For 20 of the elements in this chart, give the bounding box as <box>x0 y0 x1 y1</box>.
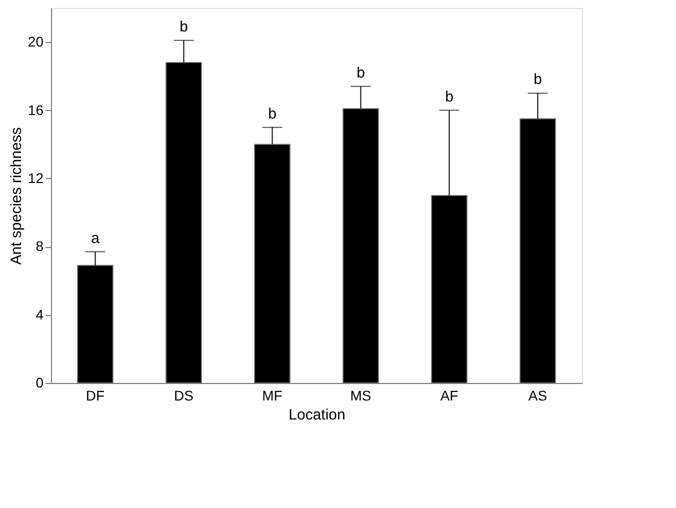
x-tick-label: AS <box>528 388 548 404</box>
annotation: b <box>180 18 188 36</box>
y-tick-label: 0 <box>36 374 44 390</box>
x-tick-label: DS <box>174 388 194 404</box>
x-tick-label: MS <box>350 388 372 404</box>
x-tick-label: MF <box>262 388 282 404</box>
annotation: b <box>268 105 276 122</box>
y-tick-label: 12 <box>28 170 44 186</box>
y-axis-title: Ant species richness <box>8 127 25 265</box>
annotation: b <box>534 71 542 88</box>
annotation: a <box>91 230 100 247</box>
x-tick-label: DF <box>86 388 105 404</box>
annotation: b <box>356 64 365 82</box>
y-tick-label: 8 <box>36 238 44 254</box>
y-tick-label: 4 <box>36 306 44 322</box>
x-tick-label: AF <box>440 388 458 404</box>
y-tick-label: 20 <box>28 34 44 50</box>
annotation: b <box>445 88 454 106</box>
x-axis-title: Location <box>288 406 346 424</box>
y-tick-label: 16 <box>28 102 44 118</box>
